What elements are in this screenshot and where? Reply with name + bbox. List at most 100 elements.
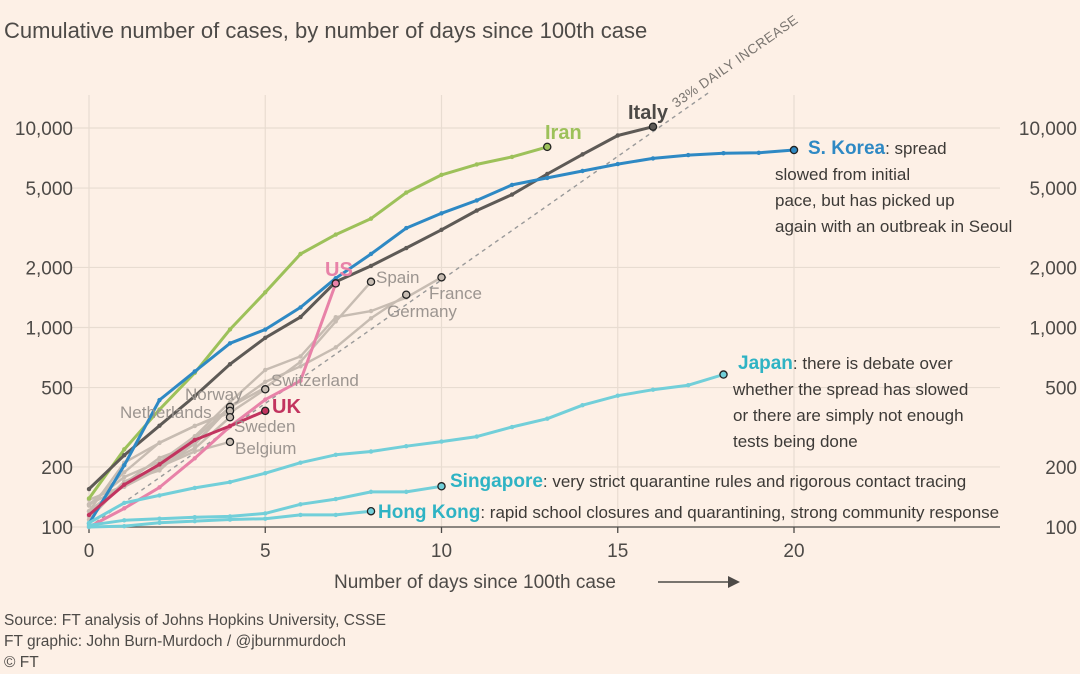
data-point xyxy=(333,345,338,350)
data-point xyxy=(122,506,127,511)
label-s-korea: S. Korea xyxy=(808,138,886,159)
note-singapore: Singapore: very strict quarantine rules … xyxy=(450,471,966,492)
data-point xyxy=(368,316,374,321)
end-point-sweden xyxy=(225,412,235,422)
data-point xyxy=(615,161,620,167)
series-singapore xyxy=(86,482,446,528)
series-s-korea xyxy=(86,145,799,526)
data-point xyxy=(192,369,197,374)
y-tick-label-left: 5,000 xyxy=(25,179,73,200)
data-point xyxy=(122,447,127,452)
data-point xyxy=(298,251,303,257)
data-point xyxy=(192,437,197,443)
data-point xyxy=(227,327,233,332)
data-point xyxy=(157,516,162,521)
series-belgium xyxy=(86,437,235,522)
x-axis-title: Number of days since 100th case xyxy=(334,572,616,593)
data-point xyxy=(333,512,338,518)
data-point xyxy=(439,227,444,232)
data-point xyxy=(756,150,761,155)
data-point xyxy=(298,364,303,369)
data-point xyxy=(263,516,268,521)
end-point-japan xyxy=(719,370,728,379)
data-point xyxy=(122,500,127,506)
data-point xyxy=(298,305,303,310)
data-point xyxy=(650,156,656,161)
data-point xyxy=(157,493,162,498)
data-point xyxy=(263,335,268,340)
data-point xyxy=(227,361,233,367)
y-tick-label-left: 200 xyxy=(41,458,73,479)
data-point xyxy=(192,423,197,429)
series-hong-kong xyxy=(86,506,376,530)
data-point xyxy=(298,314,303,320)
x-tick-label: 15 xyxy=(607,541,628,562)
series-line-uk xyxy=(87,409,267,517)
data-point xyxy=(263,379,268,385)
data-point xyxy=(298,354,303,359)
chart-subtitle: Cumulative number of cases, by number of… xyxy=(4,18,648,43)
data-point xyxy=(122,463,127,468)
graphic-credit: FT graphic: John Burn-Murdoch / @jburnmu… xyxy=(4,633,346,650)
data-point xyxy=(157,468,162,473)
data-point xyxy=(404,489,409,495)
data-point xyxy=(615,393,620,398)
label-france: France xyxy=(429,284,482,303)
end-point-belgium xyxy=(225,437,235,447)
data-point xyxy=(157,423,162,428)
data-point xyxy=(686,152,691,158)
note-japan: Japan: there is debate over whether the s… xyxy=(732,353,968,451)
data-point xyxy=(439,172,444,178)
y-tick-label-left: 100 xyxy=(41,518,73,539)
data-point xyxy=(404,190,409,195)
data-point xyxy=(227,479,233,485)
data-point xyxy=(333,232,338,237)
data-point xyxy=(263,290,268,295)
data-point xyxy=(227,341,233,346)
data-point xyxy=(686,382,691,388)
x-tick-label: 20 xyxy=(783,541,804,562)
data-point xyxy=(192,514,197,520)
y-tick-label-left: 500 xyxy=(41,379,73,400)
y-tick-label-left: 2,000 xyxy=(25,258,73,279)
label-us: US xyxy=(325,259,353,281)
data-point xyxy=(474,198,479,203)
data-point xyxy=(368,489,374,495)
data-point xyxy=(404,245,409,251)
data-point xyxy=(157,440,162,445)
data-point xyxy=(192,485,197,491)
data-point xyxy=(298,378,303,383)
end-point-singapore xyxy=(437,482,446,491)
data-point xyxy=(298,460,303,465)
data-point xyxy=(650,387,656,392)
reference-line-33pct xyxy=(88,92,709,528)
label-hong-kong: Hong Kong xyxy=(378,502,480,523)
data-point xyxy=(227,514,233,519)
y-tick-label-right: 5,000 xyxy=(1029,179,1077,200)
data-point xyxy=(86,512,92,518)
end-point-spain xyxy=(366,277,376,287)
end-point-italy xyxy=(648,122,658,131)
label-sweden: Sweden xyxy=(234,417,295,436)
data-point xyxy=(122,453,127,458)
x-tick-label: 10 xyxy=(431,541,452,562)
data-point xyxy=(157,520,162,525)
data-point xyxy=(192,456,197,461)
data-point xyxy=(86,524,92,530)
data-point xyxy=(509,192,515,197)
label-italy: Italy xyxy=(628,102,669,124)
data-point xyxy=(580,168,585,174)
data-point xyxy=(333,315,338,320)
data-point xyxy=(509,424,515,430)
data-point xyxy=(157,485,162,490)
data-point xyxy=(615,133,620,138)
series-line-iran xyxy=(87,145,549,500)
data-point xyxy=(192,393,197,399)
label-switzerland: Switzerland xyxy=(271,371,359,390)
label-japan: Japan xyxy=(738,353,793,374)
data-point xyxy=(122,482,127,487)
data-point xyxy=(474,434,479,439)
end-point-switzerland xyxy=(260,385,270,394)
data-point xyxy=(192,449,197,454)
